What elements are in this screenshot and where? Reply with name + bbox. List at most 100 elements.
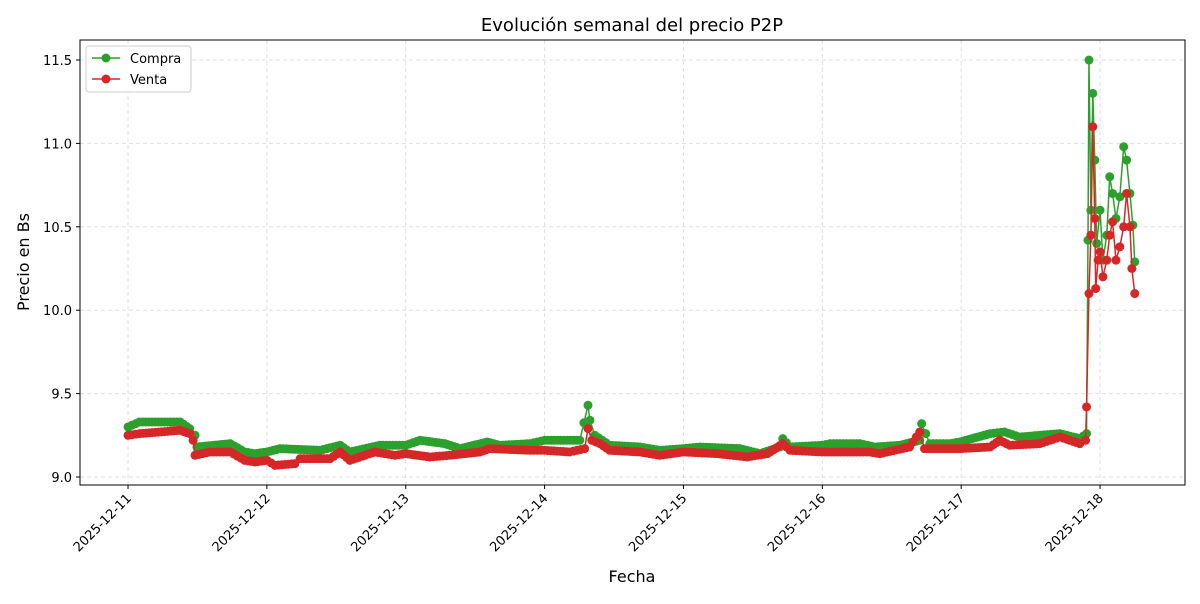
- data-point: [865, 447, 875, 457]
- data-point: [583, 424, 593, 434]
- data-point: [135, 417, 145, 427]
- data-point: [1119, 142, 1129, 152]
- data-point: [262, 455, 272, 465]
- data-point: [1091, 284, 1101, 294]
- x-tick-label: 2025-12-12: [210, 491, 274, 555]
- data-point: [225, 447, 235, 457]
- data-point: [825, 439, 835, 449]
- data-point: [995, 435, 1005, 445]
- data-point: [575, 435, 585, 445]
- data-point: [188, 435, 198, 445]
- legend-marker-compra: [101, 53, 111, 63]
- plot-area: [123, 55, 1140, 470]
- legend-label-venta: Venta: [130, 73, 167, 88]
- x-tick-label: 2025-12-11: [71, 491, 135, 555]
- data-point: [123, 430, 133, 440]
- data-point: [1088, 88, 1098, 98]
- data-point: [1105, 230, 1115, 240]
- y-tick-label: 11.5: [43, 54, 72, 69]
- data-point: [955, 444, 965, 454]
- x-axis: 2025-12-11 2025-12-12 2025-12-13 2025-12-14…: [71, 485, 1107, 555]
- data-point: [565, 447, 575, 457]
- data-point: [175, 425, 185, 435]
- y-tick-label: 9.0: [51, 471, 72, 486]
- data-point: [985, 442, 995, 452]
- data-point: [1108, 188, 1118, 198]
- data-point: [375, 440, 385, 450]
- data-point: [415, 435, 425, 445]
- data-point: [583, 400, 593, 410]
- data-point: [655, 450, 665, 460]
- x-axis-label: Fecha: [609, 567, 656, 586]
- data-point: [905, 442, 915, 452]
- data-point: [580, 444, 590, 454]
- data-point: [250, 457, 260, 467]
- data-point: [678, 447, 688, 457]
- data-point: [605, 445, 615, 455]
- data-point: [485, 444, 495, 454]
- data-point: [1093, 255, 1103, 265]
- data-point: [1119, 222, 1129, 232]
- x-tick-label: 2025-12-16: [765, 491, 829, 555]
- data-point: [735, 444, 745, 454]
- data-point: [1130, 289, 1140, 299]
- data-point: [1000, 427, 1010, 437]
- data-point: [742, 452, 752, 462]
- axes-frame: [79, 39, 1186, 486]
- data-point: [540, 445, 550, 455]
- data-point: [855, 439, 865, 449]
- data-point: [762, 449, 772, 459]
- legend-marker-venta: [101, 74, 111, 84]
- data-point: [270, 460, 280, 470]
- data-point: [440, 439, 450, 449]
- data-point: [917, 419, 927, 429]
- data-point: [1111, 255, 1121, 265]
- x-tick-label: 2025-12-14: [487, 491, 551, 555]
- data-point: [985, 429, 995, 439]
- data-point: [1108, 217, 1118, 227]
- y-axis: 9.0 9.5 10.0 10.5 11.0 11.5: [43, 54, 80, 486]
- data-point: [1090, 213, 1100, 223]
- data-point: [250, 449, 260, 459]
- data-point: [123, 422, 133, 432]
- legend: Compra Venta: [85, 45, 192, 93]
- data-point: [425, 452, 435, 462]
- data-point: [1105, 172, 1115, 182]
- series-line: [127, 60, 1136, 455]
- data-point: [475, 447, 485, 457]
- data-point: [1084, 289, 1094, 299]
- data-point: [190, 450, 200, 460]
- data-point: [712, 449, 722, 459]
- data-point: [345, 455, 355, 465]
- data-point: [1102, 255, 1112, 265]
- series-line: [127, 126, 1136, 467]
- chart-title: Evolución semanal del precio P2P: [481, 15, 783, 36]
- data-point: [635, 447, 645, 457]
- data-point: [920, 444, 930, 454]
- x-tick-label: 2025-12-13: [349, 491, 413, 555]
- data-point: [585, 415, 595, 425]
- data-point: [135, 429, 145, 439]
- data-point: [1015, 432, 1025, 442]
- data-point: [1095, 205, 1105, 215]
- data-point: [335, 440, 345, 450]
- data-point: [1088, 122, 1098, 132]
- data-point: [390, 450, 400, 460]
- series-compra: [123, 55, 1140, 459]
- data-point: [595, 439, 605, 449]
- data-point: [1122, 188, 1132, 198]
- data-point: [1115, 192, 1125, 202]
- data-point: [1092, 238, 1102, 248]
- data-point: [275, 444, 285, 454]
- data-point: [1082, 402, 1092, 412]
- data-point: [1055, 432, 1065, 442]
- data-point: [915, 427, 925, 437]
- data-point: [175, 417, 185, 427]
- data-point: [240, 455, 250, 465]
- data-point: [1086, 230, 1096, 240]
- y-axis-label: Precio en Bs: [14, 213, 33, 311]
- x-tick-label: 2025-12-17: [904, 491, 968, 555]
- data-point: [1005, 440, 1015, 450]
- y-tick-label: 10.5: [43, 221, 72, 236]
